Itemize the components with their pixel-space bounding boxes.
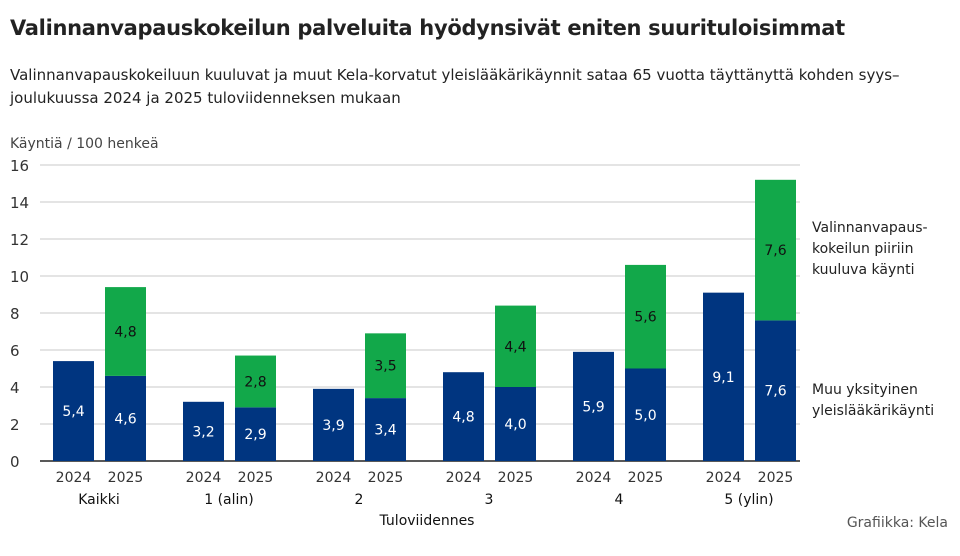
bar-segment — [625, 264, 666, 369]
data-label: 3,2 — [192, 424, 214, 440]
data-label: 7,6 — [764, 243, 786, 259]
x-tick-year: 2025 — [108, 470, 144, 486]
bar-segment — [105, 375, 146, 461]
x-group-label: 2 — [355, 492, 364, 508]
y-axis-label: Käyntiä / 100 henkeä — [10, 136, 159, 152]
data-label: 5,6 — [634, 310, 656, 326]
data-label: 2,8 — [244, 374, 266, 390]
x-axis-label: Tuloviidennes — [379, 513, 475, 529]
bar-segment — [313, 388, 354, 461]
y-tick-label: 4 — [10, 379, 20, 397]
data-label: 3,5 — [374, 359, 396, 375]
data-label: 4,0 — [504, 417, 526, 433]
bar-segment — [235, 407, 276, 461]
x-group-label: Kaikki — [78, 492, 120, 508]
legend-label: kuuluva käynti — [812, 262, 914, 278]
y-tick-label: 0 — [10, 453, 20, 471]
x-tick-year: 2024 — [446, 470, 482, 486]
y-tick-label: 10 — [10, 268, 29, 286]
x-tick-year: 2024 — [706, 470, 742, 486]
x-tick-year: 2025 — [238, 470, 274, 486]
data-label: 4,8 — [452, 410, 474, 426]
data-label: 3,9 — [322, 418, 344, 434]
data-label: 4,8 — [114, 325, 136, 341]
data-label: 4,6 — [114, 411, 136, 427]
data-label: 5,0 — [634, 408, 656, 424]
y-tick-label: 6 — [10, 342, 20, 360]
y-tick-label: 14 — [10, 194, 29, 212]
x-tick-year: 2024 — [576, 470, 612, 486]
bar-segment — [53, 361, 94, 461]
legend-label: Valinnanvapaus- — [812, 220, 928, 236]
x-tick-year: 2025 — [628, 470, 664, 486]
x-group-label: 4 — [615, 492, 624, 508]
x-group-label: 1 (alin) — [204, 492, 254, 508]
x-group-label: 3 — [485, 492, 494, 508]
data-label: 5,9 — [582, 399, 604, 415]
bar-segment — [573, 351, 614, 461]
legend-label: Muu yksityinen — [812, 382, 918, 398]
legend-label: yleislääkärikäynti — [812, 403, 934, 419]
x-tick-year: 2025 — [368, 470, 404, 486]
bar-segment — [495, 305, 536, 387]
chart-subtitle: Valinnanvapauskokeiluun kuuluvat ja muut… — [10, 66, 900, 107]
data-label: 4,4 — [504, 339, 526, 355]
x-tick-year: 2024 — [56, 470, 92, 486]
data-label: 7,6 — [764, 384, 786, 400]
x-tick-year: 2025 — [758, 470, 794, 486]
bar-segment — [495, 387, 536, 461]
data-label: 9,1 — [712, 370, 734, 386]
bar-segment — [443, 372, 484, 461]
y-tick-label: 12 — [10, 231, 29, 249]
chart-title: Valinnanvapauskokeilun palveluita hyödyn… — [10, 16, 845, 40]
bar-segment — [365, 333, 406, 399]
x-tick-year: 2025 — [498, 470, 534, 486]
bar-segment — [703, 292, 744, 461]
y-tick-label: 2 — [10, 416, 20, 434]
bar-segment — [105, 287, 146, 376]
data-label: 5,4 — [62, 404, 84, 420]
data-label: 3,4 — [374, 423, 396, 439]
bar-segment — [625, 368, 666, 461]
credit: Grafiikka: Kela — [847, 515, 948, 531]
y-tick-label: 8 — [10, 305, 20, 323]
data-label: 2,9 — [244, 427, 266, 443]
bar-segment — [755, 179, 796, 321]
x-group-label: 5 (ylin) — [724, 492, 773, 508]
bar-segment — [365, 398, 406, 461]
y-tick-label: 16 — [10, 157, 29, 175]
x-tick-year: 2024 — [186, 470, 222, 486]
x-tick-year: 2024 — [316, 470, 352, 486]
bar-segment — [755, 320, 796, 461]
bar-segment — [235, 355, 276, 408]
legend-label: kokeilun piiriin — [812, 241, 913, 257]
bar-segment — [183, 401, 224, 461]
